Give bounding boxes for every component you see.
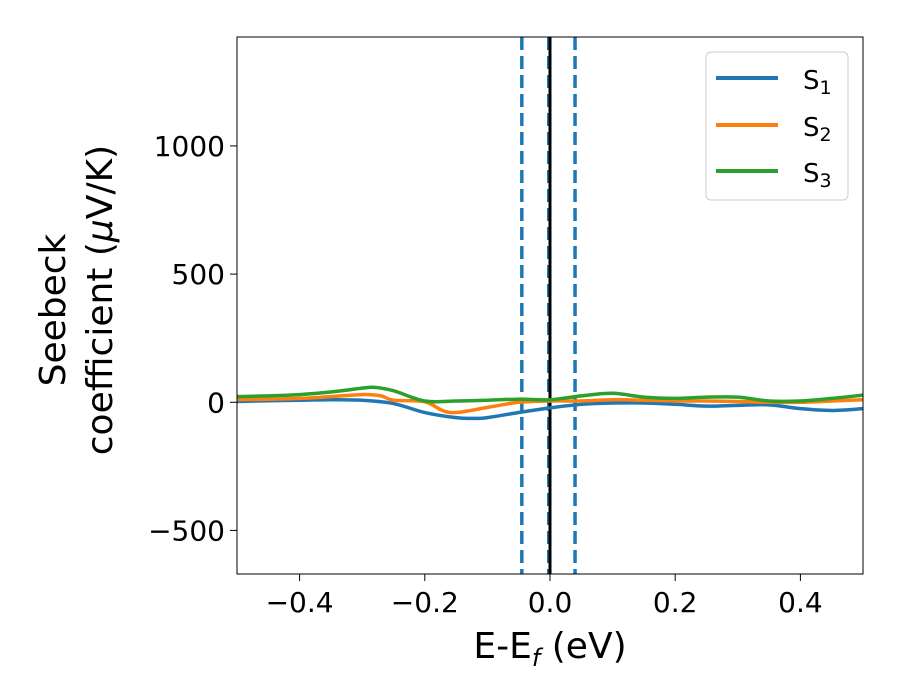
x-tick-label: 0.0 [528,586,573,619]
y-tick-label: 1000 [154,130,225,163]
legend-label-s3-name: S [803,159,820,189]
y-tick-label: −500 [148,514,225,547]
y-axis-label-mu: μ [80,219,121,243]
legend-label-s2: S2 [803,113,832,146]
legend: S1 S2 S3 [705,51,849,201]
legend-label-s3: S3 [803,159,832,192]
x-tick-label: −0.2 [391,586,459,619]
legend-label-s1: S1 [803,66,832,99]
series-line-s1 [237,397,863,421]
y-axis-label-line2-text: coefficient ( [80,242,121,455]
x-axis: −0.4 −0.2 0.0 0.2 0.4 [266,574,823,619]
y-axis-label-unit: V/K) [80,145,121,219]
legend-entry-s1: S1 [716,66,832,99]
x-axis-label-main: E-E [473,626,531,667]
legend-label-s1-sub: 1 [820,77,832,99]
x-axis-label-unit: (eV) [540,626,626,667]
legend-label-s2-sub: 2 [820,124,832,146]
y-axis: −500 0 500 1000 [148,130,237,547]
plot-area [237,37,863,574]
y-axis-label-line2: coefficient (μV/K) [80,145,121,455]
y-tick-label: 0 [207,386,225,419]
legend-label-s2-name: S [803,113,820,143]
x-tick-label: 0.2 [653,586,698,619]
legend-label-s1-name: S [803,66,820,96]
series-line-s3 [237,385,863,404]
legend-entry-s3: S3 [716,159,832,192]
x-tick-label: −0.4 [266,586,334,619]
y-axis-label-line1-text: Seebeck [33,233,74,386]
legend-label-s3-sub: 3 [820,170,832,192]
x-tick-label: 0.4 [778,586,823,619]
y-tick-label: 500 [172,258,225,291]
legend-entry-s2: S2 [716,113,832,146]
y-axis-label-line1: Seebeck [33,233,74,386]
x-axis-label: E-Ef (eV) [473,626,626,672]
